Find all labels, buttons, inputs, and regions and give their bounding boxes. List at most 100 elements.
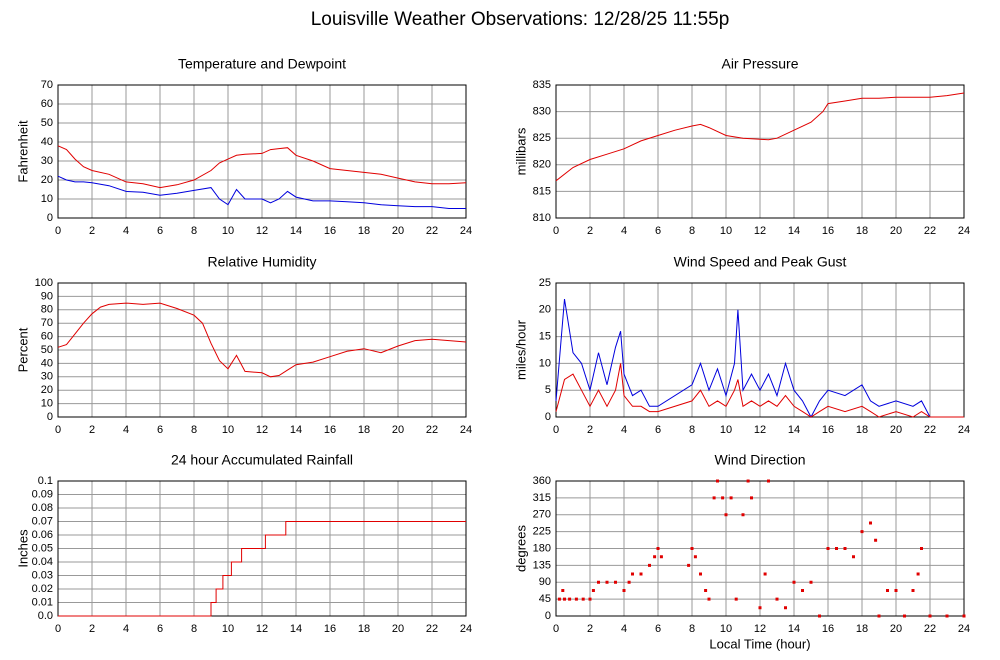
x-tick-label: 16: [324, 225, 336, 237]
x-tick-label: 12: [256, 225, 268, 237]
plot-frame: [555, 282, 965, 418]
x-tick-label: 12: [754, 225, 766, 237]
y-axis-label: Fahrenheit: [15, 120, 30, 183]
y-tick-label: 40: [41, 357, 53, 369]
x-tick-label: 8: [689, 623, 695, 635]
y-axis-label: millibars: [513, 127, 528, 175]
point: [746, 479, 750, 483]
x-tick-label: 0: [553, 424, 559, 436]
point: [775, 597, 779, 601]
point: [648, 563, 651, 567]
x-tick-label: 4: [621, 623, 627, 635]
y-tick-label: 70: [41, 79, 53, 91]
point: [758, 606, 762, 610]
x-tick-label: 8: [689, 424, 695, 436]
y-axis-label: Percent: [15, 327, 30, 372]
x-tick-label: 10: [720, 225, 732, 237]
series-line: [58, 521, 466, 617]
y-tick-label: 20: [41, 174, 53, 186]
y-tick-label: 20: [539, 304, 551, 316]
y-tick-label: 0: [545, 411, 551, 423]
series-line: [57, 302, 467, 378]
point: [784, 606, 787, 610]
y-tick-label: 0.07: [32, 515, 53, 527]
series-line: [57, 145, 467, 189]
x-tick-label: 4: [621, 424, 627, 436]
point: [809, 580, 813, 584]
point: [741, 513, 745, 517]
y-tick-label: 5: [545, 384, 551, 396]
y-tick-label: 20: [41, 384, 53, 396]
x-tick-label: 6: [655, 623, 661, 635]
point: [928, 614, 932, 618]
x-tick-label: 20: [890, 623, 902, 635]
point: [631, 572, 634, 576]
y-tick-label: 815: [533, 185, 551, 197]
y-tick-label: 0.1: [38, 475, 53, 487]
y-tick-label: 0.06: [32, 529, 53, 541]
x-tick-label: 4: [123, 623, 129, 635]
point: [763, 572, 767, 576]
point: [659, 555, 663, 559]
y-tick-label: 0.09: [32, 488, 53, 500]
y-tick-label: 0: [47, 212, 53, 224]
point: [588, 597, 592, 601]
point: [835, 547, 838, 550]
x-tick-label: 24: [460, 623, 472, 635]
x-tick-label: 24: [958, 623, 970, 635]
point: [716, 479, 719, 483]
y-tick-label: 10: [41, 398, 53, 410]
point: [874, 538, 878, 542]
point: [818, 614, 821, 618]
y-tick-label: 0.0: [38, 610, 53, 622]
y-tick-label: 0.02: [32, 583, 53, 595]
series-line: [57, 175, 466, 209]
point: [622, 589, 626, 592]
point: [721, 496, 725, 500]
y-tick-label: 90: [41, 290, 53, 302]
x-tick-label: 20: [392, 424, 404, 436]
x-tick-label: 22: [426, 225, 438, 237]
y-tick-label: 80: [41, 304, 53, 316]
point: [750, 496, 753, 500]
point: [704, 589, 708, 592]
y-axis-label: degrees: [513, 525, 528, 572]
x-tick-label: 16: [822, 623, 834, 635]
x-tick-label: 0: [55, 623, 61, 635]
x-tick-label: 22: [426, 424, 438, 436]
x-tick-label: 18: [856, 225, 868, 237]
x-tick-label: 20: [890, 225, 902, 237]
chart-title: 24 hour Accumulated Rainfall: [171, 452, 353, 468]
point: [605, 580, 609, 584]
x-tick-label: 12: [754, 623, 766, 635]
point: [911, 589, 915, 592]
point: [767, 479, 770, 483]
point: [843, 547, 847, 550]
y-tick-label: 10: [539, 357, 551, 369]
y-tick-label: 270: [533, 509, 551, 521]
x-tick-label: 18: [358, 225, 370, 237]
point: [826, 547, 830, 550]
x-tick-label: 14: [788, 225, 800, 237]
x-tick-label: 20: [392, 225, 404, 237]
y-tick-label: 15: [539, 331, 551, 343]
x-tick-label: 24: [958, 424, 970, 436]
plot-frame: [57, 480, 467, 617]
y-tick-label: 0.01: [32, 596, 53, 608]
y-axis-label: Inches: [15, 529, 30, 568]
series-line: [555, 92, 965, 182]
x-tick-label: 14: [290, 623, 302, 635]
x-tick-label: 2: [587, 424, 593, 436]
point: [591, 589, 595, 592]
point: [894, 589, 898, 592]
x-tick-label: 18: [856, 623, 868, 635]
point: [945, 614, 949, 618]
point: [860, 530, 864, 534]
y-tick-label: 30: [41, 155, 53, 167]
x-tick-label: 20: [890, 424, 902, 436]
point: [852, 555, 855, 559]
y-tick-label: 60: [41, 98, 53, 110]
y-tick-label: 70: [41, 317, 53, 329]
y-tick-label: 30: [41, 371, 53, 383]
